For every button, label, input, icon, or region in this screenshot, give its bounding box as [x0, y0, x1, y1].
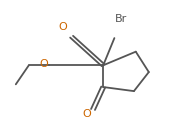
Text: O: O — [58, 22, 67, 32]
Text: Br: Br — [114, 14, 127, 24]
Text: O: O — [82, 109, 91, 119]
Text: O: O — [39, 59, 48, 69]
